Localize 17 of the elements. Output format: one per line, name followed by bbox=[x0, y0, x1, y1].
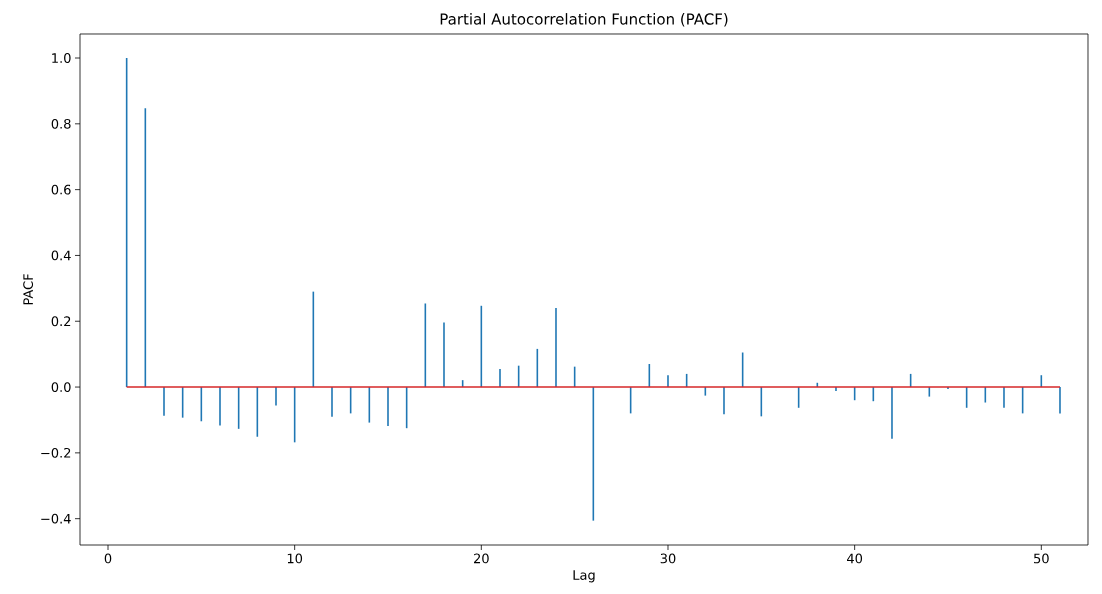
x-tick-label: 50 bbox=[1034, 553, 1049, 564]
y-tick-label: 0.6 bbox=[51, 184, 71, 195]
x-tick-label: 0 bbox=[104, 553, 112, 564]
x-tick-label: 20 bbox=[474, 553, 489, 564]
x-tick-label: 10 bbox=[287, 553, 303, 564]
y-tick-label: 0.2 bbox=[51, 316, 71, 327]
x-tick-label: 40 bbox=[847, 553, 863, 564]
y-tick-label: 0.0 bbox=[51, 382, 71, 392]
y-tick-label: 1.0 bbox=[52, 53, 71, 63]
y-axis-title: PACF bbox=[23, 274, 34, 305]
x-tick-label: 30 bbox=[660, 553, 676, 564]
y-tick-label: −0.4 bbox=[41, 513, 71, 524]
x-axis-title: Lag bbox=[573, 570, 595, 583]
y-tick-label: 0.8 bbox=[51, 118, 71, 129]
y-tick-label: −0.2 bbox=[41, 447, 71, 458]
y-tick-label: 0.4 bbox=[51, 250, 71, 261]
chart-title: Partial Autocorrelation Function (PACF) bbox=[440, 13, 728, 27]
